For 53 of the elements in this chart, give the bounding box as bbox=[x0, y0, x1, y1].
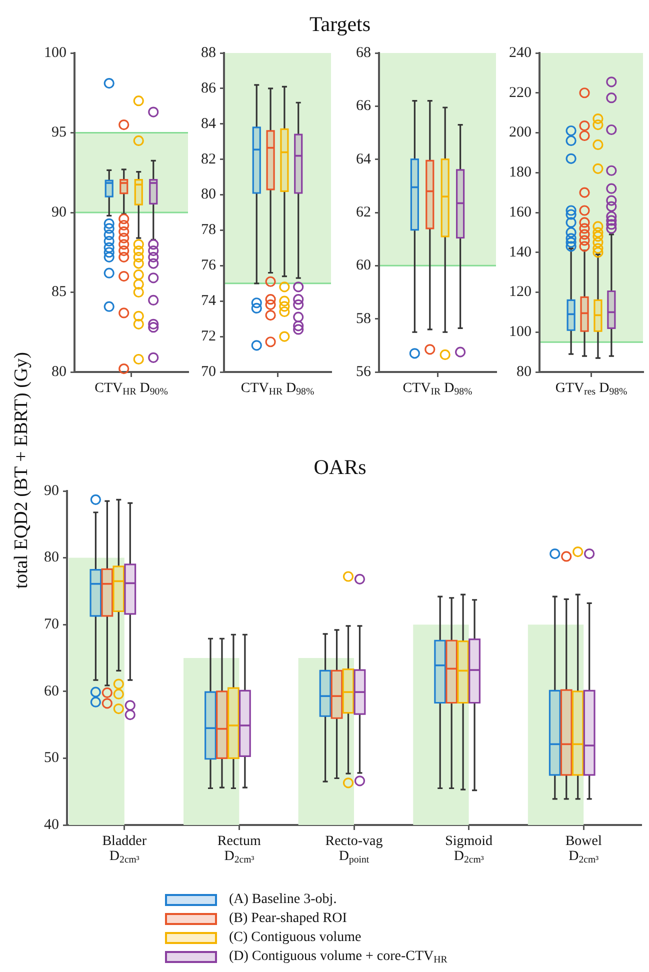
x-tick-label: CTV$_{HR}$ D$_{90%}$ bbox=[94, 381, 169, 398]
y-axis-title: total EQD2 (BT + EBRT) (Gy) bbox=[10, 352, 33, 588]
y-tick-label: 76 bbox=[201, 258, 216, 274]
y-tick-label: 90 bbox=[44, 482, 59, 499]
y-tick-label: 80 bbox=[44, 550, 59, 566]
y-tick-label: 220 bbox=[509, 84, 532, 101]
y-tick-label: 85 bbox=[52, 284, 66, 300]
legend-label: (A) Baseline 3-obj. bbox=[229, 892, 337, 908]
legend-label: (D) Contiguous volume + core-CTV$_{HR}$ bbox=[229, 948, 448, 965]
y-tick-label: 60 bbox=[356, 258, 371, 274]
y-tick-label: 86 bbox=[201, 80, 216, 96]
y-tick-label: 56 bbox=[356, 364, 372, 380]
x-tick-label: Recto-vag D$_{point}$ bbox=[324, 834, 384, 866]
legend-label: (C) Contiguous volume bbox=[229, 930, 362, 946]
y-tick-label: 66 bbox=[356, 98, 372, 114]
y-tick-label: 90 bbox=[52, 204, 66, 220]
y-tick-label: 62 bbox=[356, 204, 371, 220]
y-tick-label: 68 bbox=[356, 44, 371, 61]
y-tick-label: 82 bbox=[201, 151, 216, 168]
y-tick-label: 60 bbox=[44, 683, 59, 700]
y-tick-label: 58 bbox=[356, 310, 371, 327]
y-tick-label: 84 bbox=[201, 116, 216, 132]
y-tick-label: 74 bbox=[201, 293, 216, 310]
y-tick-label: 72 bbox=[201, 328, 216, 344]
y-tick-label: 200 bbox=[509, 124, 532, 141]
chart-title: OARs bbox=[312, 455, 368, 480]
x-tick-label: CTV$_{HR}$ D$_{98%}$ bbox=[240, 381, 316, 398]
y-tick-label: 80 bbox=[201, 186, 216, 203]
y-tick-label: 140 bbox=[509, 244, 532, 260]
y-tick-label: 80 bbox=[52, 364, 66, 380]
x-tick-label: Rectum D$_{2cm³}$ bbox=[216, 834, 262, 866]
y-tick-label: 240 bbox=[509, 44, 532, 61]
x-tick-label: GTV$_{res}$ D$_{98%}$ bbox=[554, 381, 628, 398]
x-tick-label: Bowel D$_{2cm³}$ bbox=[564, 834, 603, 866]
y-tick-label: 100 bbox=[44, 44, 66, 61]
x-tick-label: CTV$_{IR}$ D$_{98%}$ bbox=[402, 381, 474, 398]
text: Targets bbox=[308, 12, 372, 37]
y-tick-label: 180 bbox=[509, 164, 532, 181]
y-tick-label: 40 bbox=[44, 816, 59, 833]
y-tick-label: 100 bbox=[509, 324, 532, 340]
y-tick-label: 50 bbox=[44, 750, 59, 766]
x-tick-label: Bladder D$_{2cm³}$ bbox=[101, 834, 148, 866]
x-tick-label: Sigmoid D$_{2cm³}$ bbox=[444, 834, 494, 866]
y-tick-label: 80 bbox=[516, 364, 532, 380]
y-tick-label: 95 bbox=[52, 124, 66, 141]
y-tick-label: 120 bbox=[509, 284, 532, 300]
y-tick-label: 70 bbox=[44, 616, 59, 633]
y-tick-label: 88 bbox=[201, 44, 216, 61]
y-tick-label: 64 bbox=[356, 151, 372, 168]
y-tick-label: 78 bbox=[201, 222, 216, 238]
y-tick-label: 70 bbox=[201, 364, 216, 380]
legend-label: (B) Pear-shaped ROI bbox=[229, 910, 347, 926]
y-tick-label: 160 bbox=[509, 204, 532, 220]
